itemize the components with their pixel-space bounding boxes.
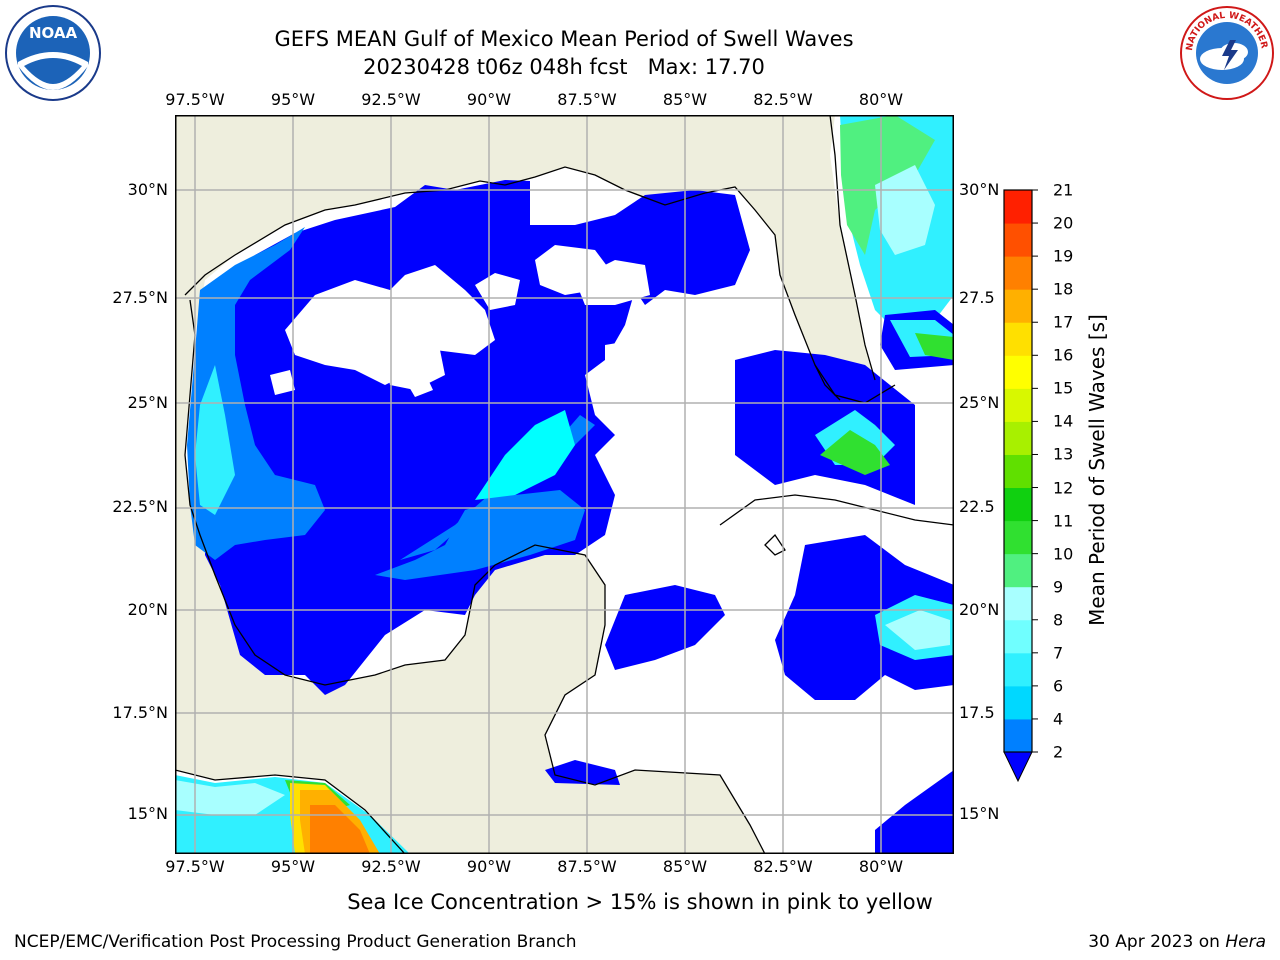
lat-label: 17.5°N <box>112 703 168 722</box>
lon-label: 90°W <box>466 90 512 109</box>
footer-date-text: 30 Apr 2023 on <box>1088 932 1220 952</box>
map-title-line2: 20230428 t06z 048h fcst Max: 17.70 <box>363 55 765 79</box>
lon-label: 92.5°W <box>361 857 421 876</box>
lon-label: 82.5°W <box>753 90 813 109</box>
colorbar-segment <box>1004 520 1032 555</box>
colorbar-tick-label: 20 <box>1053 213 1074 233</box>
lon-label: 97.5°W <box>165 857 225 876</box>
lon-label: 92.5°W <box>361 90 421 109</box>
field-cyan-central <box>475 410 575 500</box>
footer-machine: Hera <box>1225 932 1266 952</box>
lon-label: 85°W <box>662 857 708 876</box>
colorbar-under-triangle <box>1003 751 1033 783</box>
map-title-line1: GEFS MEAN Gulf of Mexico Mean Period of … <box>274 27 854 51</box>
colorbar-tick-label: 13 <box>1053 444 1074 464</box>
field-lightcyan-atlantic <box>875 165 935 255</box>
lat-label: 25°N <box>127 393 168 412</box>
lon-label: 82.5°W <box>753 857 813 876</box>
colorbar-frame <box>1003 189 1033 753</box>
colorbar-segment <box>1004 586 1032 621</box>
colorbar-tick-label: 17 <box>1053 312 1074 332</box>
lat-label: 17.5 <box>959 703 995 722</box>
colorbar-segment <box>1004 190 1032 224</box>
lat-label: 27.5°N <box>112 288 168 307</box>
noaa-logo: NOAA <box>5 5 101 101</box>
footer-credit: NCEP/EMC/Verification Post Processing Pr… <box>14 932 577 952</box>
lat-label: 15°N <box>127 804 168 823</box>
colorbar-segment <box>1004 652 1032 687</box>
colorbar-segment <box>1004 388 1032 422</box>
sea-ice-note: Sea Ice Concentration > 15% is shown in … <box>347 890 933 914</box>
colorbar <box>1003 189 1038 783</box>
colorbar-ticks <box>1032 189 1038 753</box>
lat-label: 20°N <box>127 600 168 619</box>
colorbar-tick-label: 15 <box>1053 378 1074 398</box>
field-darkorange-pacific <box>310 805 370 854</box>
noaa-logo-text: NOAA <box>29 24 78 42</box>
colorbar-tick-label: 10 <box>1053 544 1074 564</box>
field-lightblue-central <box>375 490 585 580</box>
colorbar-tick-label: 12 <box>1053 478 1074 498</box>
colorbar-segment <box>1004 454 1032 489</box>
colorbar-segment <box>1004 223 1032 257</box>
colorbar-tick-label: 9 <box>1053 577 1064 597</box>
lon-label: 95°W <box>270 90 316 109</box>
colorbar-title: Mean Period of Swell Waves [s] <box>1085 314 1109 626</box>
lon-label: 85°W <box>662 90 708 109</box>
colorbar-segment <box>1004 421 1032 455</box>
lon-label: 80°W <box>858 90 904 109</box>
lon-label: 87.5°W <box>557 90 617 109</box>
colorbar-tick-label: 4 <box>1053 709 1064 729</box>
swell-period-map <box>175 115 954 854</box>
colorbar-tick-label: 6 <box>1053 676 1064 696</box>
nws-logo: NATIONAL WEATHER SERVICE <box>1178 4 1274 100</box>
lon-label: 90°W <box>466 857 512 876</box>
colorbar-tick-label: 14 <box>1053 411 1074 431</box>
colorbar-tick-label: 7 <box>1053 643 1064 663</box>
colorbar-segment <box>1004 553 1032 588</box>
colorbar-segment <box>1004 619 1032 654</box>
map-frame <box>175 115 954 854</box>
colorbar-segment <box>1004 718 1032 753</box>
lat-label: 20°N <box>959 600 1000 619</box>
colorbar-segment <box>1004 355 1032 389</box>
field-green-atlantic-south <box>915 333 954 360</box>
field-lightcyan-pacific <box>175 780 285 815</box>
field-blue-caribbean-east <box>775 535 954 700</box>
lat-label: 27.5 <box>959 288 995 307</box>
field-blue-caribbean-west <box>605 585 725 670</box>
footer-date: 30 Apr 2023 on Hera <box>1088 932 1266 952</box>
colorbar-segment <box>1004 322 1032 356</box>
lat-label: 22.5°N <box>112 497 168 516</box>
colorbar-tick-label: 2 <box>1053 742 1064 762</box>
field-blue-honduras <box>545 760 620 785</box>
lon-label: 87.5°W <box>557 857 617 876</box>
colorbar-segment <box>1004 685 1032 720</box>
lon-label: 97.5°W <box>165 90 225 109</box>
colorbar-tick-label: 19 <box>1053 246 1074 266</box>
lon-label: 80°W <box>858 857 904 876</box>
field-green-straits <box>820 430 890 475</box>
colorbar-segment <box>1004 487 1032 522</box>
lat-label: 30°N <box>127 180 168 199</box>
field-holes <box>270 245 680 450</box>
colorbar-tick-label: 18 <box>1053 279 1074 299</box>
colorbar-tick-label: 8 <box>1053 610 1064 630</box>
lat-label: 30°N <box>959 180 1000 199</box>
lat-label: 22.5 <box>959 497 995 516</box>
lat-label: 15°N <box>959 804 1000 823</box>
lon-label: 95°W <box>270 857 316 876</box>
colorbar-tick-label: 21 <box>1053 180 1074 200</box>
colorbar-segments <box>1004 190 1032 753</box>
field-blue-southeast <box>875 770 954 854</box>
colorbar-segment <box>1004 256 1032 290</box>
colorbar-segment <box>1004 289 1032 323</box>
field-lightcyan-caribbean <box>885 610 950 650</box>
gridlines <box>175 115 954 854</box>
colorbar-tick-label: 16 <box>1053 345 1074 365</box>
lat-label: 25°N <box>959 393 1000 412</box>
colorbar-tick-label: 11 <box>1053 511 1074 531</box>
